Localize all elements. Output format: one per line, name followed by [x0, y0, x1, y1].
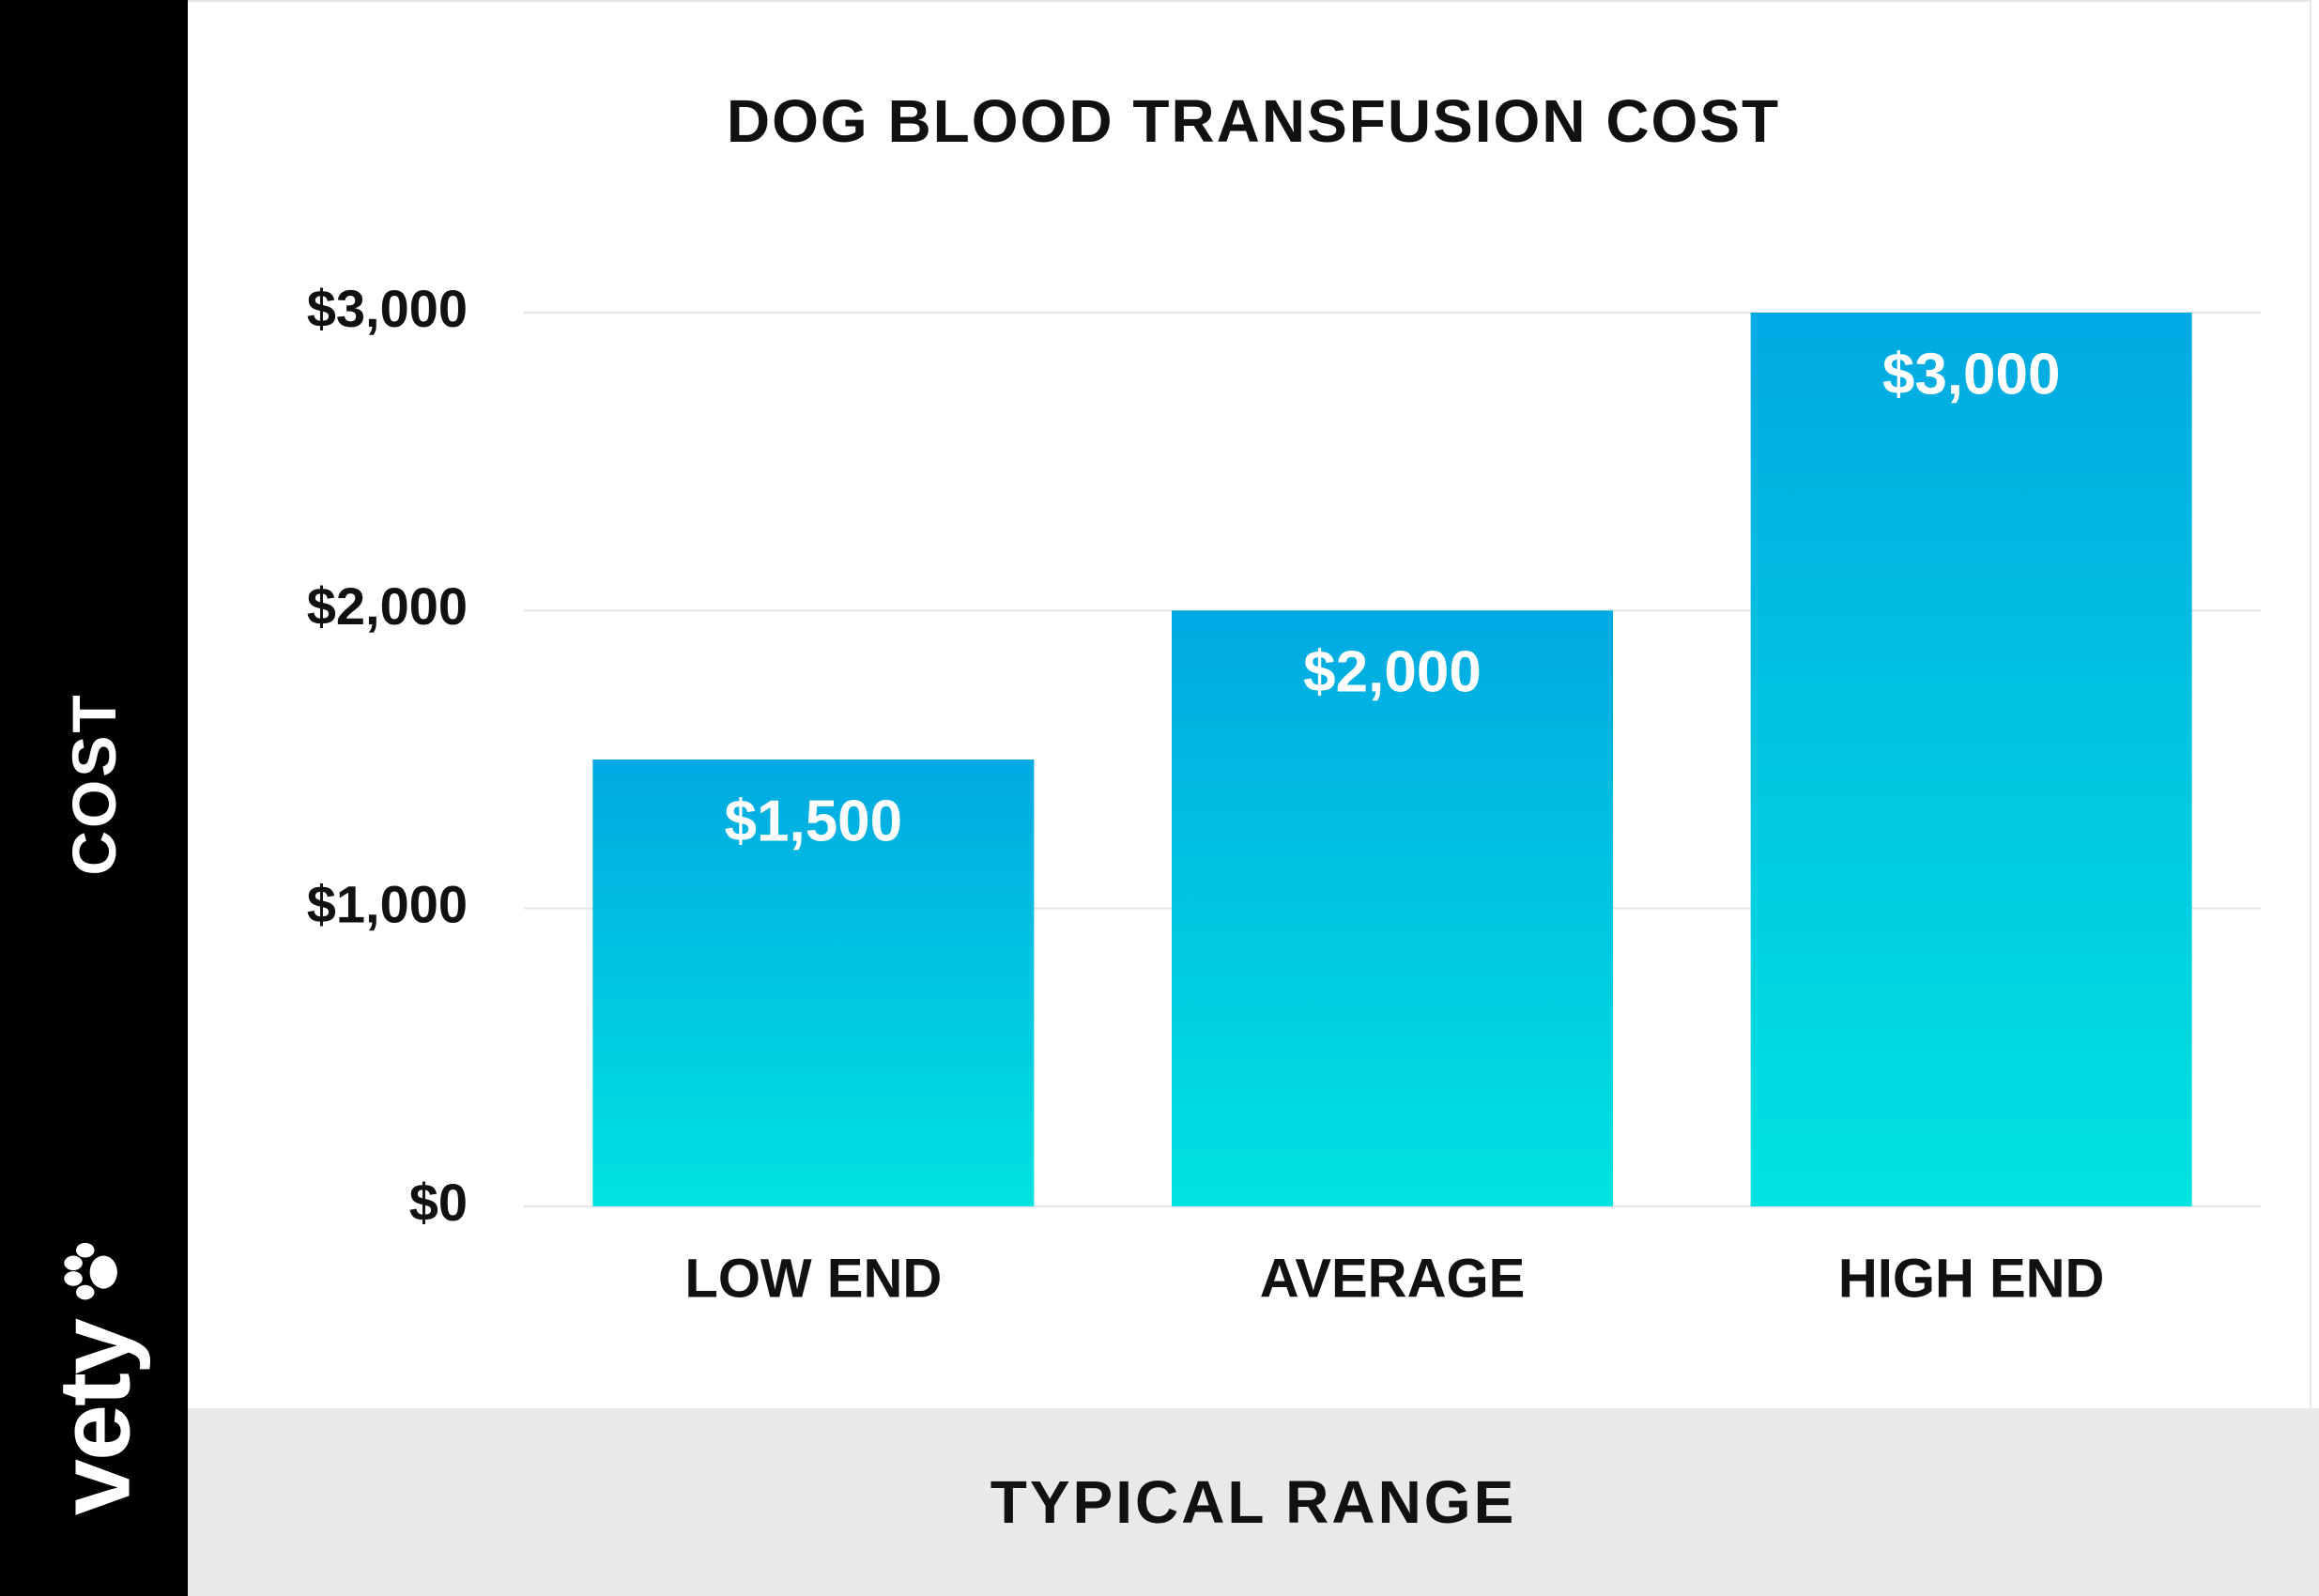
x-category-label: HIGH END: [1838, 1248, 2105, 1309]
bar: [1750, 313, 2192, 1206]
bar-value-label: $2,000: [1303, 640, 1482, 705]
y-tick-label: $0: [409, 1173, 468, 1232]
y-tick-label: $1,000: [307, 874, 468, 933]
chart-title: DOG BLOOD TRANSFUSION COST: [726, 87, 1781, 155]
x-axis-title: TYPICAL RANGE: [990, 1468, 1517, 1536]
bar-value-label: $1,500: [725, 789, 903, 853]
bar-value-label: $3,000: [1882, 342, 2061, 407]
paw-icon: [63, 1242, 117, 1300]
y-tick-label: $2,000: [307, 576, 468, 636]
labels: $0 $1,000 $2,000 $3,000 $1,500 LOW END $2,000 A…: [307, 279, 2105, 1310]
bar-chart-plot: $0 $1,000 $2,000 $3,000 $1,500 LOW END $2,000 A…: [307, 279, 2261, 1310]
x-axis-title-band: TYPICAL RANGE: [188, 1408, 2319, 1596]
sidebar: COST vety: [0, 0, 188, 1596]
bars: [592, 313, 2192, 1206]
x-category-label: AVERAGE: [1260, 1248, 1526, 1309]
bar: [1172, 610, 1613, 1206]
y-tick-label: $3,000: [307, 279, 468, 338]
bar: [592, 760, 1035, 1206]
x-category-label: LOW END: [684, 1248, 942, 1309]
vety-logo: vety: [36, 1235, 153, 1515]
